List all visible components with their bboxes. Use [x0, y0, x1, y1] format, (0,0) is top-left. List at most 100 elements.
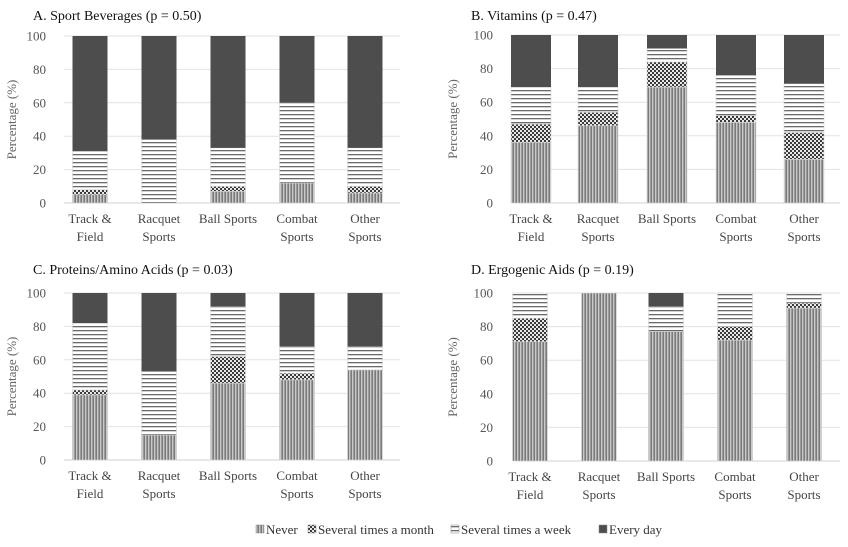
bar-segment-never	[510, 142, 552, 204]
y-tick-label: 0	[40, 196, 47, 211]
y-tick-label: 60	[33, 352, 46, 367]
bar-segment-never	[717, 339, 753, 462]
bar-stack	[347, 36, 383, 204]
x-tick-label: Racquet	[138, 468, 181, 483]
bar-segment-month	[210, 356, 246, 384]
bar-segment-never	[279, 182, 315, 204]
bar-stack	[141, 36, 177, 204]
y-tick-label: 40	[480, 128, 493, 143]
x-tick-label: Sports	[348, 229, 381, 244]
bar-segment-never	[347, 369, 383, 461]
bar-segment-never	[581, 292, 617, 462]
x-tick-label: Track &	[509, 211, 552, 226]
chart-title: C. Proteins/Amino Acids (p = 0.03)	[33, 263, 233, 278]
x-tick-label: Sports	[280, 486, 313, 501]
bar-stack	[646, 35, 688, 204]
bar-segment-week	[717, 292, 753, 327]
bar-segment-never	[210, 191, 246, 204]
x-tick-label: Sports	[719, 229, 752, 244]
legend-swatch-day	[598, 524, 608, 534]
chart-title: D. Ergogenic Aids (p = 0.19)	[471, 263, 634, 278]
bar-segment-day	[784, 35, 824, 84]
y-tick-label: 40	[480, 386, 493, 401]
x-tick-label: Other	[789, 211, 819, 226]
y-tick-label: 80	[33, 319, 46, 334]
x-tick-label: Ball Sports	[637, 469, 695, 484]
bar-stack	[72, 293, 108, 461]
x-tick-label: Field	[77, 229, 104, 244]
bar-segment-week	[279, 102, 315, 184]
bar-segment-month	[210, 186, 246, 192]
y-axis-label: Percentage (%)	[4, 337, 19, 417]
x-tick-label: Combat	[276, 211, 318, 226]
y-tick-label: 40	[33, 386, 46, 401]
bar-segment-month	[72, 389, 108, 396]
chart-panel-3: C. Proteins/Amino Acids (p = 0.03) 0 20 40 6…	[4, 263, 400, 501]
bar-segment-never	[512, 341, 548, 462]
bar-segment-month	[72, 189, 108, 195]
y-tick-label: 100	[474, 28, 494, 43]
x-tick-label: Sports	[787, 487, 820, 502]
x-tick-label: Sports	[582, 487, 615, 502]
y-tick-label: 60	[480, 353, 493, 368]
bar-segment-never	[715, 122, 757, 204]
chart-panel-2: B. Vitamins (p = 0.47) 0 20 40 60 80 100 Percen…	[445, 9, 840, 244]
chart-panel-4: D. Ergogenic Aids (p = 0.19) 0 20 40 60 80 100…	[445, 263, 840, 502]
x-tick-label: Racquet	[138, 211, 181, 226]
bar-segment-week	[646, 48, 688, 63]
y-axis-label: Percentage (%)	[445, 337, 460, 417]
x-tick-label: Other	[350, 468, 380, 483]
legend-item-week: Several times a week	[450, 522, 572, 537]
bar-segment-week	[648, 306, 684, 332]
bar-segment-month	[783, 132, 825, 160]
bar-segment-month	[646, 61, 688, 88]
x-tick-label: Sports	[581, 229, 614, 244]
bar-segment-day	[210, 36, 246, 148]
x-tick-label: Field	[518, 229, 545, 244]
bar-segment-day	[578, 35, 618, 88]
bar-segment-week	[715, 75, 757, 116]
bar-segment-never	[648, 331, 684, 462]
bar-segment-day	[347, 36, 383, 148]
x-tick-label: Sports	[280, 229, 313, 244]
legend-label: Never	[266, 522, 298, 537]
bar-segment-month	[717, 326, 753, 341]
bar-stack	[512, 292, 548, 462]
y-axis-label: Percentage (%)	[445, 79, 460, 159]
x-tick-label: Combat	[276, 468, 318, 483]
legend-item-never: Never	[255, 522, 298, 537]
chart-panel-1: A. Sport Beverages (p = 0.50) 0 20 40 60 80 10…	[4, 9, 400, 244]
bar-stack	[210, 36, 246, 204]
bar-segment-week	[210, 147, 246, 187]
bar-segment-never	[141, 434, 177, 461]
y-axis-label: Percentage (%)	[4, 80, 19, 160]
bar-segment-day	[716, 35, 756, 76]
bar-segment-day	[347, 293, 383, 347]
y-tick-label: 20	[480, 162, 493, 177]
x-tick-label: Sports	[348, 486, 381, 501]
bar-segment-week	[510, 86, 552, 125]
bar-segment-week	[512, 292, 548, 319]
y-tick-label: 20	[33, 162, 46, 177]
bar-stack	[279, 293, 315, 461]
bar-segment-day	[210, 293, 246, 307]
bar-stack	[210, 293, 246, 461]
x-tick-label: Ball Sports	[638, 211, 696, 226]
bar-segment-day	[72, 36, 108, 152]
bar-segment-never	[347, 192, 383, 204]
bar-stack	[347, 293, 383, 461]
y-tick-label: 0	[487, 454, 494, 469]
bar-segment-day	[647, 35, 687, 49]
bar-stack	[577, 35, 619, 204]
x-tick-label: Other	[350, 211, 380, 226]
bar-segment-never	[72, 394, 108, 461]
bar-segment-day	[279, 293, 315, 347]
y-tick-label: 100	[474, 286, 494, 301]
y-tick-label: 20	[33, 419, 46, 434]
bar-segment-day	[141, 293, 177, 372]
x-tick-label: Sports	[787, 229, 820, 244]
bar-segment-week	[141, 371, 177, 436]
y-tick-label: 60	[33, 95, 46, 110]
bar-segment-week	[141, 139, 177, 204]
